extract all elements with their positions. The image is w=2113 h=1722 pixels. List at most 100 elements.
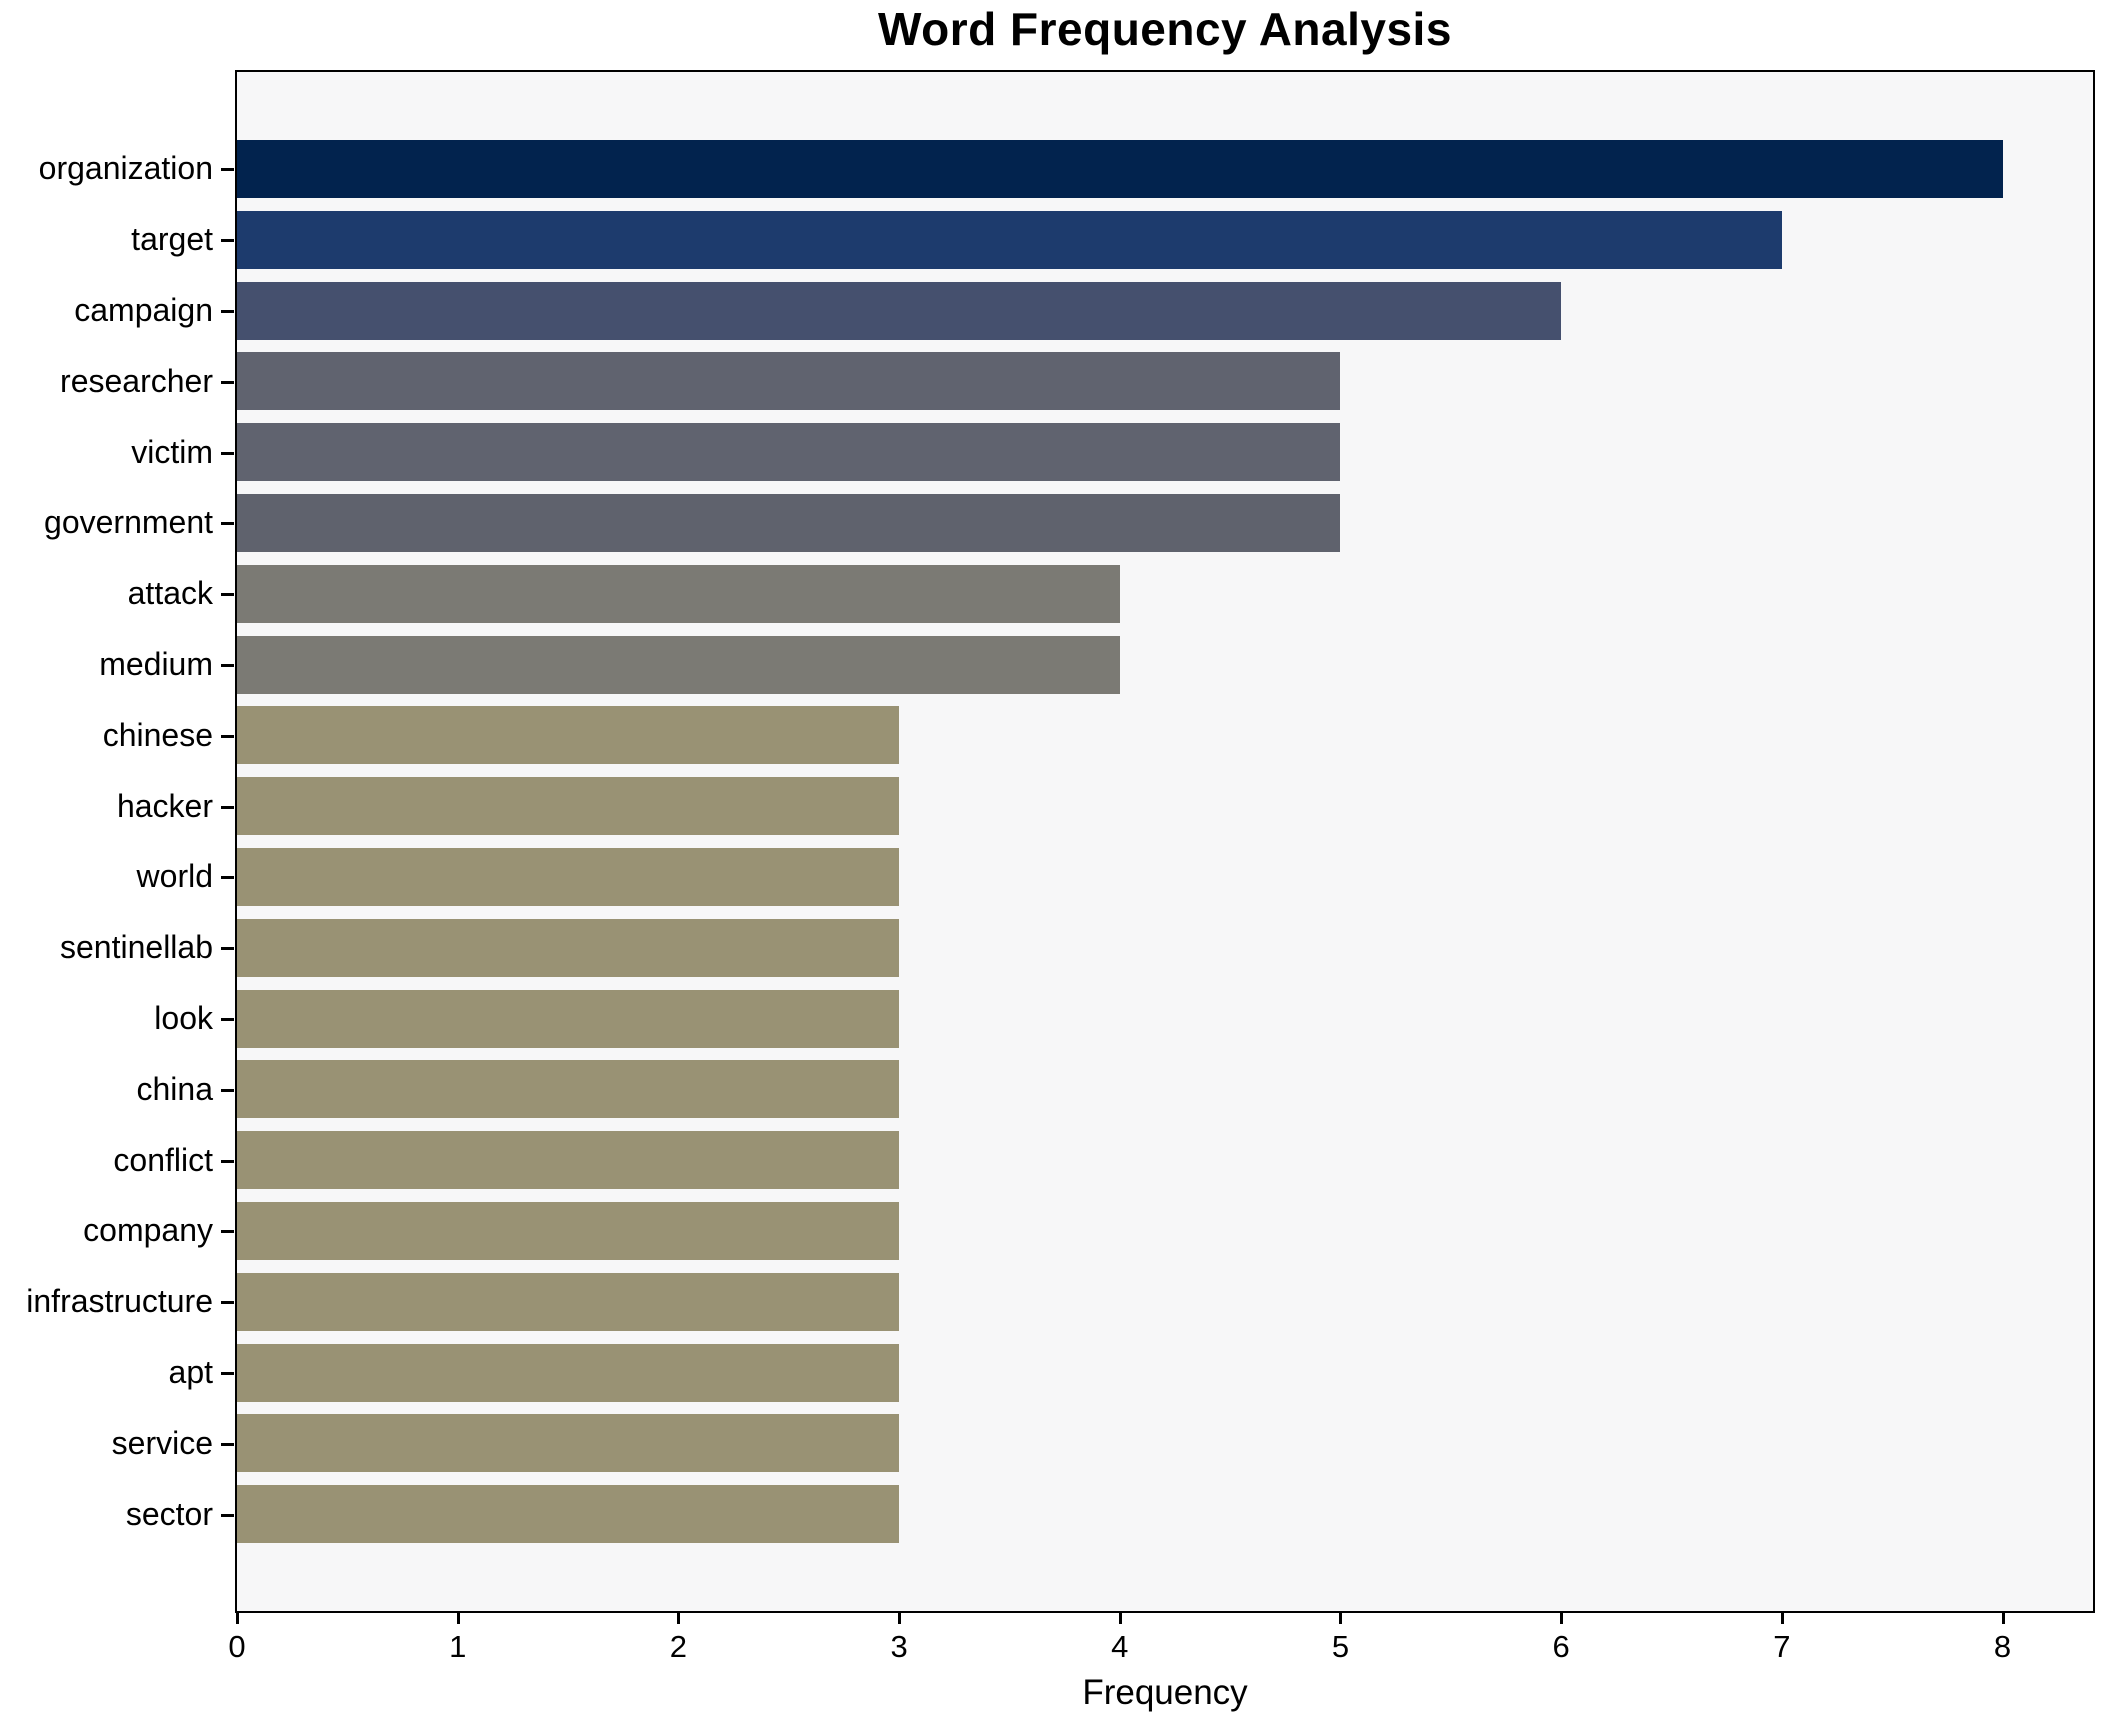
- bar-series: organization target campaign researcher …: [26, 72, 2093, 1611]
- y-tick-mark: [221, 947, 234, 951]
- x-tick-label: 1: [449, 1629, 467, 1664]
- x-tick-mark: [1780, 1611, 1784, 1624]
- y-tick-mark: [221, 876, 234, 880]
- bar-row: conflict: [113, 1125, 2093, 1196]
- y-tick-label: service: [111, 1424, 213, 1461]
- plot-area: organization target campaign researcher …: [26, 70, 2095, 1712]
- bar-row: world: [137, 842, 2093, 913]
- y-tick-mark: [221, 1371, 234, 1375]
- bar: [237, 281, 1562, 340]
- bar: [237, 847, 900, 906]
- bar-row: sector: [126, 1479, 2093, 1550]
- x-tick-label: 3: [890, 1629, 908, 1664]
- bar: [237, 1131, 900, 1190]
- y-tick-label: apt: [168, 1353, 213, 1390]
- y-tick-label: infrastructure: [26, 1282, 213, 1319]
- y-tick-label: campaign: [74, 291, 213, 328]
- bar: [237, 493, 1341, 552]
- y-tick-mark: [221, 1159, 234, 1163]
- y-tick-label: sentinellab: [60, 928, 213, 965]
- bar-row: target: [131, 205, 2093, 276]
- x-tick-mark: [2001, 1611, 2005, 1624]
- bar-row: service: [112, 1408, 2093, 1479]
- y-tick-label: look: [154, 999, 213, 1036]
- y-tick-mark: [221, 1301, 234, 1305]
- bar: [237, 1343, 900, 1402]
- bar: [237, 352, 1341, 411]
- bar-row: organization: [39, 134, 2093, 205]
- x-tick-label: 2: [669, 1629, 687, 1664]
- x-tick-label: 7: [1773, 1629, 1791, 1664]
- y-tick-mark: [221, 451, 234, 455]
- y-tick-label: conflict: [113, 1141, 213, 1178]
- y-tick-label: victim: [131, 433, 213, 470]
- x-tick-mark: [1339, 1611, 1343, 1624]
- bar: [237, 635, 1120, 694]
- y-tick-mark: [221, 168, 234, 172]
- bar-row: chinese: [103, 700, 2093, 771]
- y-tick-mark: [221, 309, 234, 313]
- x-tick-mark: [1560, 1611, 1564, 1624]
- x-tick-mark: [456, 1611, 460, 1624]
- bar-row: victim: [131, 417, 2093, 488]
- bar-row: attack: [128, 559, 2093, 630]
- x-tick-label: 5: [1331, 1629, 1350, 1664]
- y-tick-mark: [221, 734, 234, 738]
- y-tick-label: organization: [38, 150, 213, 187]
- bar-row: apt: [169, 1338, 2093, 1409]
- x-axis-label: Frequency: [1082, 1673, 1248, 1712]
- bar: [237, 777, 900, 836]
- y-tick-label: researcher: [60, 362, 213, 399]
- bar-row: hacker: [117, 771, 2093, 842]
- bar: [237, 1060, 900, 1119]
- bar: [237, 1414, 900, 1473]
- y-tick-mark: [221, 1017, 234, 1021]
- y-tick-mark: [221, 1088, 234, 1092]
- y-tick-label: medium: [99, 645, 213, 682]
- y-tick-mark: [221, 1230, 234, 1234]
- y-tick-label: hacker: [116, 787, 213, 824]
- y-tick-label: company: [83, 1212, 213, 1249]
- bar-row: company: [83, 1196, 2093, 1267]
- y-tick-label: chinese: [102, 716, 213, 753]
- y-tick-label: world: [136, 858, 213, 895]
- bar-row: researcher: [60, 346, 2093, 417]
- bar-row: infrastructure: [26, 1267, 2093, 1338]
- y-tick-mark: [221, 1513, 234, 1517]
- bar-row: china: [137, 1054, 2093, 1125]
- bar-row: sentinellab: [60, 913, 2093, 984]
- bar: [237, 1485, 900, 1544]
- bar: [237, 564, 1120, 623]
- x-tick-label: 8: [1993, 1629, 2012, 1664]
- x-tick-label: 6: [1552, 1629, 1570, 1664]
- bar: [237, 423, 1341, 482]
- x-tick-mark: [236, 1611, 239, 1624]
- y-tick-mark: [221, 663, 234, 667]
- y-tick-label: china: [136, 1070, 214, 1107]
- bar: [237, 706, 900, 765]
- y-tick-mark: [221, 1442, 234, 1446]
- x-tick-mark: [898, 1611, 902, 1624]
- bar-row: look: [154, 984, 2093, 1055]
- x-tick-label: 0: [228, 1629, 246, 1664]
- y-tick-mark: [221, 593, 234, 597]
- bar-row: medium: [99, 630, 2093, 701]
- chart-title: Word Frequency Analysis: [878, 3, 1452, 55]
- bar: [237, 1272, 900, 1331]
- x-tick-mark: [677, 1611, 681, 1624]
- bar-row: government: [44, 488, 2093, 559]
- y-tick-label: sector: [125, 1495, 213, 1532]
- y-tick-label: government: [44, 504, 213, 541]
- y-tick-label: target: [131, 220, 213, 257]
- y-tick-label: attack: [127, 574, 213, 611]
- y-tick-mark: [221, 380, 234, 384]
- x-tick-mark: [1118, 1611, 1122, 1624]
- bar-row: campaign: [74, 276, 2093, 347]
- bar: [237, 918, 900, 977]
- x-tick-label: 4: [1111, 1629, 1129, 1664]
- y-tick-mark: [221, 239, 234, 243]
- y-tick-mark: [221, 805, 234, 809]
- bar: [237, 210, 1782, 269]
- bar: [237, 140, 2003, 198]
